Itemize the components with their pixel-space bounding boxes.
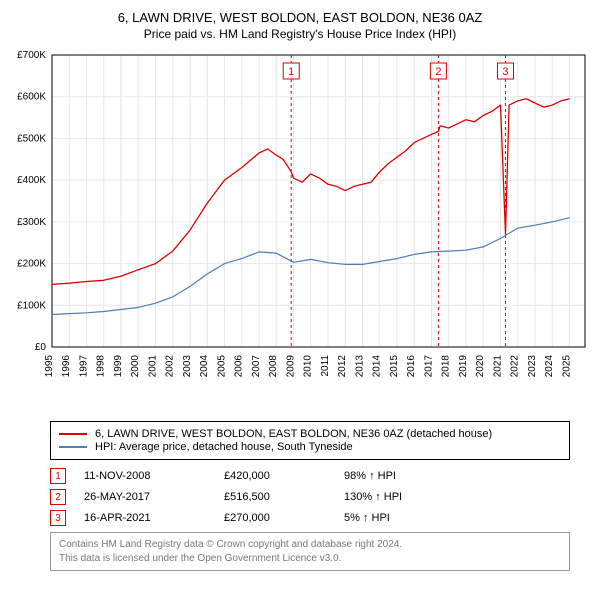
svg-text:2018: 2018 [441,355,452,378]
svg-text:2004: 2004 [199,355,210,378]
legend-item-hpi: HPI: Average price, detached house, Sout… [59,441,561,453]
svg-text:£100K: £100K [17,300,46,311]
svg-text:£200K: £200K [17,259,46,270]
sale-hpi: 5% ↑ HPI [344,512,464,524]
svg-text:2016: 2016 [406,355,417,378]
sale-hpi: 130% ↑ HPI [344,491,464,503]
legend-swatch-property [59,433,87,435]
sale-price: £516,500 [224,491,344,503]
svg-text:2005: 2005 [216,355,227,378]
svg-text:£0: £0 [35,342,47,353]
svg-text:2013: 2013 [354,355,365,378]
chart-container: 6, LAWN DRIVE, WEST BOLDON, EAST BOLDON,… [0,0,600,590]
svg-text:£500K: £500K [17,133,46,144]
sale-row: 1 11-NOV-2008 £420,000 98% ↑ HPI [50,468,570,484]
chart-area: £0 £100K £200K £300K £400K £500K £600K £700K 199… [0,47,600,417]
title-subtitle: Price paid vs. HM Land Registry's House … [10,27,590,41]
svg-text:2023: 2023 [527,355,538,378]
svg-text:1995: 1995 [44,355,55,378]
sale-marker: 3 [50,510,66,526]
svg-text:2006: 2006 [234,355,245,378]
svg-text:2: 2 [435,66,441,78]
svg-text:2011: 2011 [320,355,331,377]
legend-item-property: 6, LAWN DRIVE, WEST BOLDON, EAST BOLDON,… [59,428,561,440]
title-address: 6, LAWN DRIVE, WEST BOLDON, EAST BOLDON,… [10,10,590,25]
sale-marker: 1 [50,468,66,484]
sales-table: 1 11-NOV-2008 £420,000 98% ↑ HPI 2 26-MA… [50,468,570,526]
chart-svg: £0 £100K £200K £300K £400K £500K £600K £700K 199… [0,47,600,417]
sale-price: £270,000 [224,512,344,524]
svg-text:1997: 1997 [78,355,89,378]
svg-text:3: 3 [502,66,508,78]
svg-text:£600K: £600K [17,92,46,103]
svg-text:2010: 2010 [303,355,314,378]
svg-text:1999: 1999 [113,355,124,378]
svg-text:£400K: £400K [17,175,46,186]
svg-text:1: 1 [288,66,294,78]
svg-text:2003: 2003 [182,355,193,378]
svg-text:2012: 2012 [337,355,348,378]
legend-label-property: 6, LAWN DRIVE, WEST BOLDON, EAST BOLDON,… [95,428,492,440]
sale-row: 3 16-APR-2021 £270,000 5% ↑ HPI [50,510,570,526]
svg-text:2024: 2024 [544,355,555,378]
svg-text:2025: 2025 [561,355,572,378]
svg-text:2021: 2021 [492,355,503,378]
svg-text:2001: 2001 [147,355,158,378]
legend-swatch-hpi [59,446,87,448]
sale-price: £420,000 [224,470,344,482]
svg-text:2017: 2017 [423,355,434,378]
svg-text:2008: 2008 [268,355,279,378]
footer-attribution: Contains HM Land Registry data © Crown c… [50,532,570,571]
sale-date: 11-NOV-2008 [84,470,224,482]
svg-text:1996: 1996 [61,355,72,378]
svg-text:2009: 2009 [285,355,296,378]
svg-text:£700K: £700K [17,50,46,61]
sale-hpi: 98% ↑ HPI [344,470,464,482]
svg-text:2000: 2000 [130,355,141,378]
svg-text:2015: 2015 [389,355,400,378]
footer-line1: Contains HM Land Registry data © Crown c… [59,538,561,552]
svg-text:2014: 2014 [372,355,383,378]
sale-date: 26-MAY-2017 [84,491,224,503]
svg-text:2002: 2002 [165,355,176,378]
svg-text:1998: 1998 [96,355,107,378]
legend: 6, LAWN DRIVE, WEST BOLDON, EAST BOLDON,… [50,421,570,460]
sale-row: 2 26-MAY-2017 £516,500 130% ↑ HPI [50,489,570,505]
svg-text:2020: 2020 [475,355,486,378]
svg-text:2022: 2022 [510,355,521,378]
svg-text:2007: 2007 [251,355,262,378]
legend-label-hpi: HPI: Average price, detached house, Sout… [95,441,353,453]
sale-date: 16-APR-2021 [84,512,224,524]
title-block: 6, LAWN DRIVE, WEST BOLDON, EAST BOLDON,… [0,0,600,47]
footer-line2: This data is licensed under the Open Gov… [59,552,561,566]
sale-marker: 2 [50,489,66,505]
svg-text:£300K: £300K [17,217,46,228]
svg-text:2019: 2019 [458,355,469,378]
